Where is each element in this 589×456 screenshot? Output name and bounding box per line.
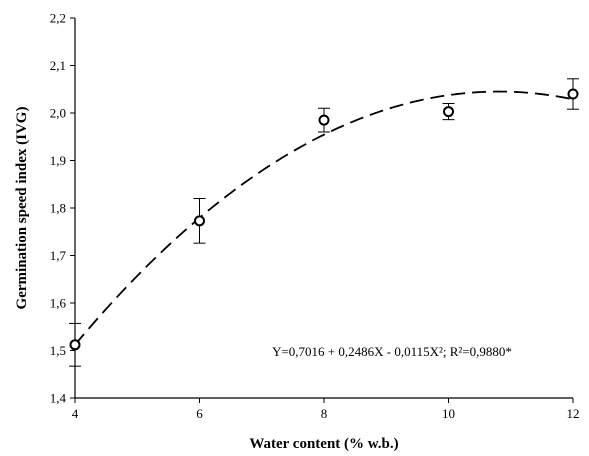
y-tick-label: 1,6 [50, 296, 67, 311]
y-tick-label: 1,7 [50, 248, 67, 263]
data-point [69, 339, 81, 351]
y-tick-label: 2,1 [50, 58, 66, 73]
fit-equation: Y=0,7016 + 0,2486X - 0,0115X²; R²=0,9880… [272, 344, 512, 359]
data-point-group [567, 78, 579, 110]
data-point-group [193, 198, 206, 244]
x-tick-label: 6 [196, 406, 203, 421]
points-layer [69, 78, 579, 367]
data-point-group [442, 103, 455, 121]
y-tick-label: 2,2 [50, 11, 66, 26]
data-point-group [318, 107, 330, 133]
y-ticks: 1,4 1,5 1,6 1,7 1,8 1,9 2,0 2,1 2,2 [50, 11, 75, 406]
fit-curve [74, 90, 574, 346]
x-tick-label: 4 [72, 406, 79, 421]
y-tick-label: 1,8 [50, 201, 66, 216]
y-tick-label: 2,0 [50, 106, 66, 121]
x-axis-title: Water content (% w.b.) [249, 436, 398, 452]
y-tick-label: 1,9 [50, 153, 66, 168]
y-axis-title: Germination speed index (IVG) [14, 107, 30, 310]
data-point [194, 215, 205, 227]
data-point [443, 106, 454, 118]
data-point [567, 88, 579, 100]
fit-layer [74, 90, 574, 346]
x-tick-label: 8 [321, 406, 328, 421]
data-point [318, 114, 330, 126]
data-point-group [69, 322, 81, 367]
y-tick-label: 1,5 [50, 343, 66, 358]
x-tick-label: 12 [567, 406, 580, 421]
axes [74, 18, 573, 399]
x-ticks: 4 6 8 10 12 [72, 398, 580, 421]
y-tick-label: 1,4 [50, 391, 67, 406]
x-tick-label: 10 [442, 406, 455, 421]
